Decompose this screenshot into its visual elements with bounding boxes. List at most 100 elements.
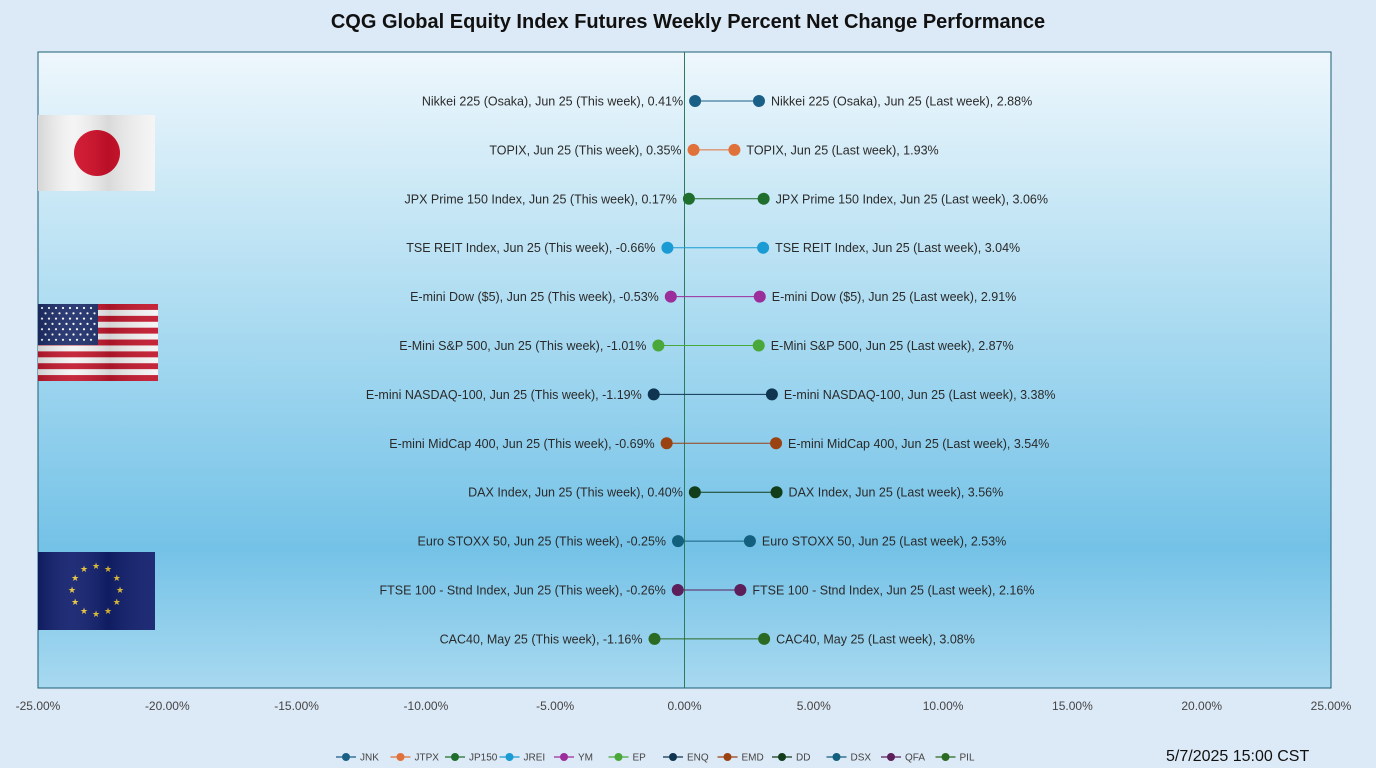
x-tick-label: -10.00% (404, 699, 449, 713)
last-week-label: E-Mini S&P 500, Jun 25 (Last week), 2.87… (771, 339, 1014, 353)
legend-item-ym: YM (554, 753, 593, 764)
last-week-point (770, 437, 783, 450)
last-week-point (765, 388, 778, 401)
x-tick-label: 25.00% (1311, 699, 1352, 713)
this-week-label: E-mini Dow ($5), Jun 25 (This week), -0.… (410, 290, 659, 304)
row-ym: E-mini Dow ($5), Jun 25 (This week), -0.… (410, 290, 1016, 304)
last-week-point (753, 290, 766, 303)
last-week-label: JPX Prime 150 Index, Jun 25 (Last week),… (776, 192, 1048, 206)
last-week-label: TOPIX, Jun 25 (Last week), 1.93% (746, 143, 938, 157)
last-week-point (752, 339, 765, 352)
legend-marker (941, 753, 950, 761)
legend-item-enq: ENQ (663, 753, 709, 764)
x-tick-label: 5.00% (797, 699, 831, 713)
legend-item-emd: EMD (717, 753, 764, 764)
legend: JNK JTPX JP150 JREI YM EP ENQ EMD DD DSX QFA PIL (336, 753, 975, 764)
x-tick-label: -25.00% (16, 699, 61, 713)
legend-label: QFA (905, 753, 925, 764)
x-tick-label: 0.00% (667, 699, 701, 713)
this-week-point (647, 388, 660, 401)
row-pil: CAC40, May 25 (This week), -1.16% CAC40, … (440, 632, 975, 646)
row-dsx: Euro STOXX 50, Jun 25 (This week), -0.25… (418, 535, 1007, 549)
last-week-label: CAC40, May 25 (Last week), 3.08% (776, 632, 975, 646)
this-week-label: E-mini MidCap 400, Jun 25 (This week), -… (389, 437, 654, 451)
this-week-label: FTSE 100 - Stnd Index, Jun 25 (This week… (380, 584, 666, 598)
this-week-point (671, 584, 684, 596)
this-week-point (660, 437, 673, 450)
legend-label: DD (796, 753, 810, 764)
this-week-point (687, 143, 700, 156)
last-week-label: TSE REIT Index, Jun 25 (Last week), 3.04… (775, 241, 1020, 255)
x-tick-label: -15.00% (274, 699, 319, 713)
legend-marker (669, 753, 677, 761)
this-week-label: TSE REIT Index, Jun 25 (This week), -0.6… (406, 241, 655, 255)
this-week-label: E-mini NASDAQ-100, Jun 25 (This week), -… (366, 388, 642, 402)
legend-item-dsx: DSX (826, 753, 871, 764)
legend-item-jrei: JREI (499, 753, 545, 764)
legend-item-jp150: JP150 (445, 753, 498, 764)
chart-title: CQG Global Equity Index Futures Weekly P… (330, 11, 1046, 33)
legend-label: JP150 (469, 753, 498, 764)
row-dd: DAX Index, Jun 25 (This week), 0.40% DAX … (468, 486, 1003, 500)
this-week-point (664, 290, 677, 303)
legend-marker (723, 753, 732, 761)
last-week-point (770, 486, 783, 499)
row-jnk: Nikkei 225 (Osaka), Jun 25 (This week), … (422, 95, 1032, 109)
legend-item-jtpx: JTPX (390, 753, 439, 764)
series-rows: Nikkei 225 (Osaka), Jun 25 (This week), … (366, 95, 1056, 647)
this-week-label: JPX Prime 150 Index, Jun 25 (This week),… (405, 192, 677, 206)
last-week-label: E-mini Dow ($5), Jun 25 (Last week), 2.9… (772, 290, 1017, 304)
this-week-point (688, 486, 701, 499)
legend-marker (396, 753, 405, 761)
legend-label: PIL (960, 753, 975, 764)
legend-marker (614, 753, 623, 761)
this-week-label: Euro STOXX 50, Jun 25 (This week), -0.25… (418, 535, 667, 549)
legend-marker (451, 753, 459, 761)
last-week-point (728, 143, 741, 156)
last-week-point (757, 192, 770, 205)
this-week-label: TOPIX, Jun 25 (This week), 0.35% (489, 143, 681, 157)
legend-label: EMD (742, 753, 764, 764)
legend-item-jnk: JNK (336, 753, 379, 764)
usa-flag (38, 304, 158, 381)
legend-item-pil: PIL (935, 753, 975, 764)
legend-label: YM (578, 753, 593, 764)
legend-marker (778, 753, 786, 761)
legend-item-qfa: QFA (881, 753, 925, 764)
last-week-label: FTSE 100 - Stnd Index, Jun 25 (Last week… (752, 584, 1034, 598)
x-tick-label: -5.00% (536, 699, 574, 713)
row-ep: E-Mini S&P 500, Jun 25 (This week), -1.0… (399, 339, 1013, 353)
last-week-label: E-mini MidCap 400, Jun 25 (Last week), 3… (788, 437, 1049, 451)
x-tick-label: -20.00% (145, 699, 190, 713)
last-week-label: Euro STOXX 50, Jun 25 (Last week), 2.53% (762, 535, 1006, 549)
last-week-label: Nikkei 225 (Osaka), Jun 25 (Last week), … (771, 95, 1032, 109)
legend-marker (832, 753, 841, 761)
legend-marker (342, 753, 350, 761)
this-week-point (661, 241, 674, 254)
row-qfa: FTSE 100 - Stnd Index, Jun 25 (This week… (380, 584, 1035, 598)
legend-marker (560, 753, 568, 761)
this-week-point (672, 535, 685, 548)
x-axis: -25.00% -20.00% -15.00% -10.00% -5.00% 0.00% 5… (16, 699, 1352, 713)
last-week-point (743, 535, 756, 548)
legend-marker (505, 753, 514, 761)
x-tick-label: 15.00% (1052, 699, 1093, 713)
legend-label: EP (633, 753, 647, 764)
this-week-label: E-Mini S&P 500, Jun 25 (This week), -1.0… (399, 339, 646, 353)
timestamp: 5/7/2025 15:00 CST (1166, 748, 1310, 765)
x-tick-label: 20.00% (1181, 699, 1222, 713)
last-week-point (758, 632, 771, 645)
row-jtpx: TOPIX, Jun 25 (This week), 0.35% TOPIX, J… (489, 143, 938, 157)
japan-flag (38, 115, 155, 191)
this-week-label: CAC40, May 25 (This week), -1.16% (440, 632, 643, 646)
last-week-point (757, 241, 770, 254)
x-tick-label: 10.00% (923, 699, 964, 713)
legend-item-ep: EP (608, 753, 647, 764)
last-week-point (734, 584, 747, 596)
row-emd: E-mini MidCap 400, Jun 25 (This week), -… (389, 437, 1049, 451)
legend-label: ENQ (687, 753, 709, 764)
row-jp150: JPX Prime 150 Index, Jun 25 (This week),… (405, 192, 1048, 206)
this-week-point (648, 632, 661, 645)
this-week-label: Nikkei 225 (Osaka), Jun 25 (This week), … (422, 95, 683, 109)
